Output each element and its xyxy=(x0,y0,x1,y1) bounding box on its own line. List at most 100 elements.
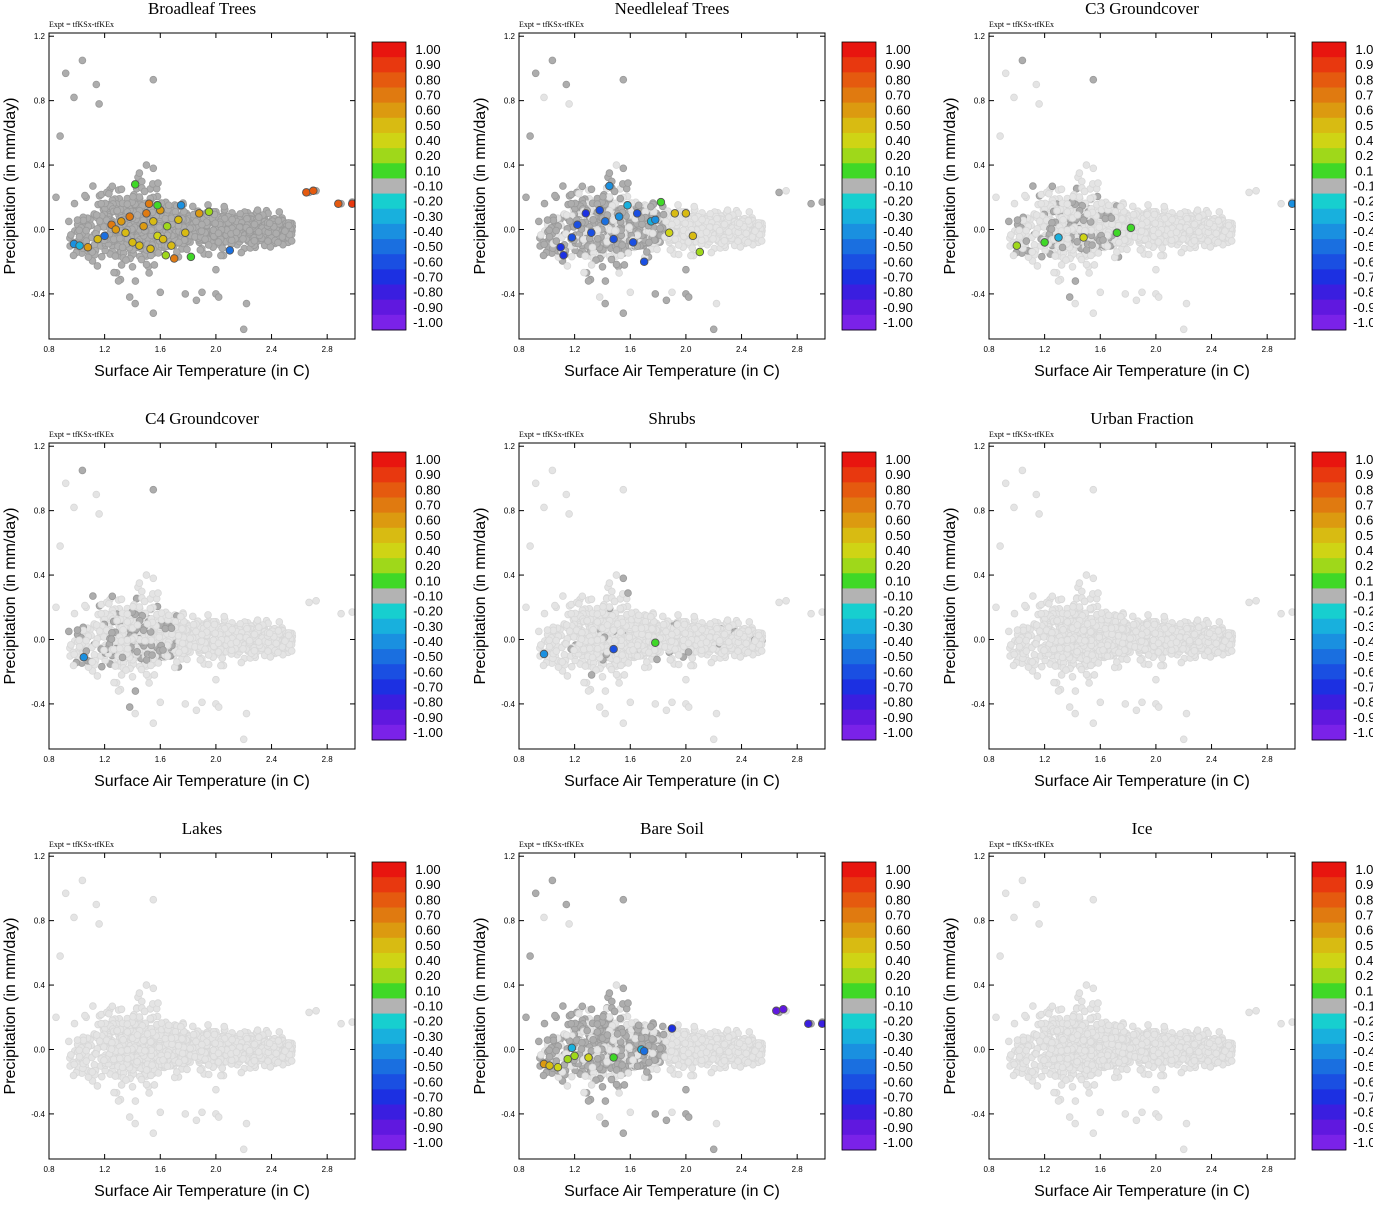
data-point xyxy=(254,207,261,214)
data-point xyxy=(993,194,1000,201)
data-point xyxy=(74,217,81,224)
data-point xyxy=(532,70,539,77)
data-point xyxy=(1086,270,1093,277)
data-point xyxy=(600,193,607,200)
data-point xyxy=(1033,212,1040,219)
colorbar-label: 0.10 xyxy=(1355,163,1373,178)
data-point xyxy=(93,212,100,219)
data-point xyxy=(240,326,247,333)
colorbar-swatch xyxy=(372,300,406,316)
data-point xyxy=(1139,221,1146,228)
highlight-point xyxy=(136,242,144,250)
data-point xyxy=(620,165,627,172)
data-point xyxy=(745,239,752,246)
data-point xyxy=(1091,262,1098,269)
highlight-point xyxy=(143,210,151,218)
highlight-point xyxy=(140,223,148,231)
highlight-point xyxy=(122,229,130,237)
data-point xyxy=(1096,224,1103,231)
data-point xyxy=(698,237,705,244)
colorbar-swatch xyxy=(842,118,876,134)
colorbar-label: -0.60 xyxy=(883,254,913,269)
colorbar-label: -0.10 xyxy=(883,179,913,194)
colorbar-swatch xyxy=(842,194,876,210)
highlight-point xyxy=(574,221,582,229)
data-point xyxy=(124,201,131,208)
data-point xyxy=(1078,256,1085,263)
data-point xyxy=(585,278,592,285)
data-point xyxy=(251,237,258,244)
data-point xyxy=(654,246,661,253)
data-point xyxy=(1173,229,1180,236)
data-point xyxy=(643,249,650,256)
colorbar-label: 0.20 xyxy=(415,148,440,163)
colorbar-label: -0.70 xyxy=(883,269,913,284)
highlight-point xyxy=(150,218,158,226)
data-point xyxy=(660,211,667,218)
colorbar-label: -0.90 xyxy=(413,300,443,315)
data-point xyxy=(288,648,295,655)
data-point xyxy=(581,269,588,276)
data-point xyxy=(541,94,548,101)
highlight-point xyxy=(640,258,648,266)
colorbar-swatch xyxy=(1312,209,1346,225)
data-point xyxy=(1083,162,1090,169)
colorbar-label: -0.20 xyxy=(1353,194,1373,209)
data-point xyxy=(1076,194,1083,201)
data-point xyxy=(265,238,272,245)
colorbar-swatch xyxy=(372,194,406,210)
colorbar-label: 0.70 xyxy=(885,88,910,103)
y-tick-label: 1.2 xyxy=(974,32,986,41)
colorbar-label: -0.40 xyxy=(883,224,913,239)
data-point xyxy=(544,217,551,224)
data-point xyxy=(1049,219,1056,226)
data-point xyxy=(1070,193,1077,200)
highlight-point xyxy=(633,210,641,218)
data-point xyxy=(745,218,752,225)
data-point xyxy=(682,220,689,227)
data-point xyxy=(1066,294,1073,301)
data-point xyxy=(198,228,205,235)
data-point xyxy=(118,262,125,269)
y-tick-label: 0.4 xyxy=(504,161,516,170)
data-point xyxy=(138,256,145,263)
x-axis-label: Surface Air Temperature (in C) xyxy=(564,363,780,380)
data-point xyxy=(1161,203,1168,210)
data-point xyxy=(82,192,89,199)
x-axis-label: Surface Air Temperature (in C) xyxy=(1034,363,1250,380)
data-point xyxy=(212,220,219,227)
highlight-point xyxy=(94,235,102,243)
data-point xyxy=(141,188,148,195)
data-point xyxy=(1155,230,1162,237)
data-point xyxy=(546,227,553,234)
data-point xyxy=(589,244,596,251)
colorbar-swatch xyxy=(842,224,876,240)
data-point xyxy=(620,310,627,317)
data-point xyxy=(1222,228,1229,235)
highlight-point xyxy=(588,229,596,237)
colorbar-label: 0.90 xyxy=(885,57,910,72)
highlight-point xyxy=(163,223,171,231)
colorbar-swatch xyxy=(842,239,876,255)
data-point xyxy=(1058,262,1065,269)
data-point xyxy=(1215,239,1222,246)
data-point xyxy=(527,133,534,140)
data-point xyxy=(1213,230,1220,237)
data-point xyxy=(212,630,219,637)
colorbar-label: -0.80 xyxy=(413,285,443,300)
data-point xyxy=(132,300,139,307)
data-point xyxy=(275,239,282,246)
data-point xyxy=(215,294,222,301)
data-point xyxy=(1030,183,1037,190)
data-point xyxy=(155,180,162,187)
data-point xyxy=(138,178,145,185)
colorbar-label: -0.30 xyxy=(883,209,913,224)
data-point xyxy=(1010,252,1017,259)
colorbar-label: -0.60 xyxy=(413,254,443,269)
data-point xyxy=(132,278,139,285)
colorbar-swatch xyxy=(842,209,876,225)
highlight-point xyxy=(101,232,109,240)
y-tick-label: 0.4 xyxy=(34,161,46,170)
colorbar-label: -0.50 xyxy=(1353,239,1373,254)
